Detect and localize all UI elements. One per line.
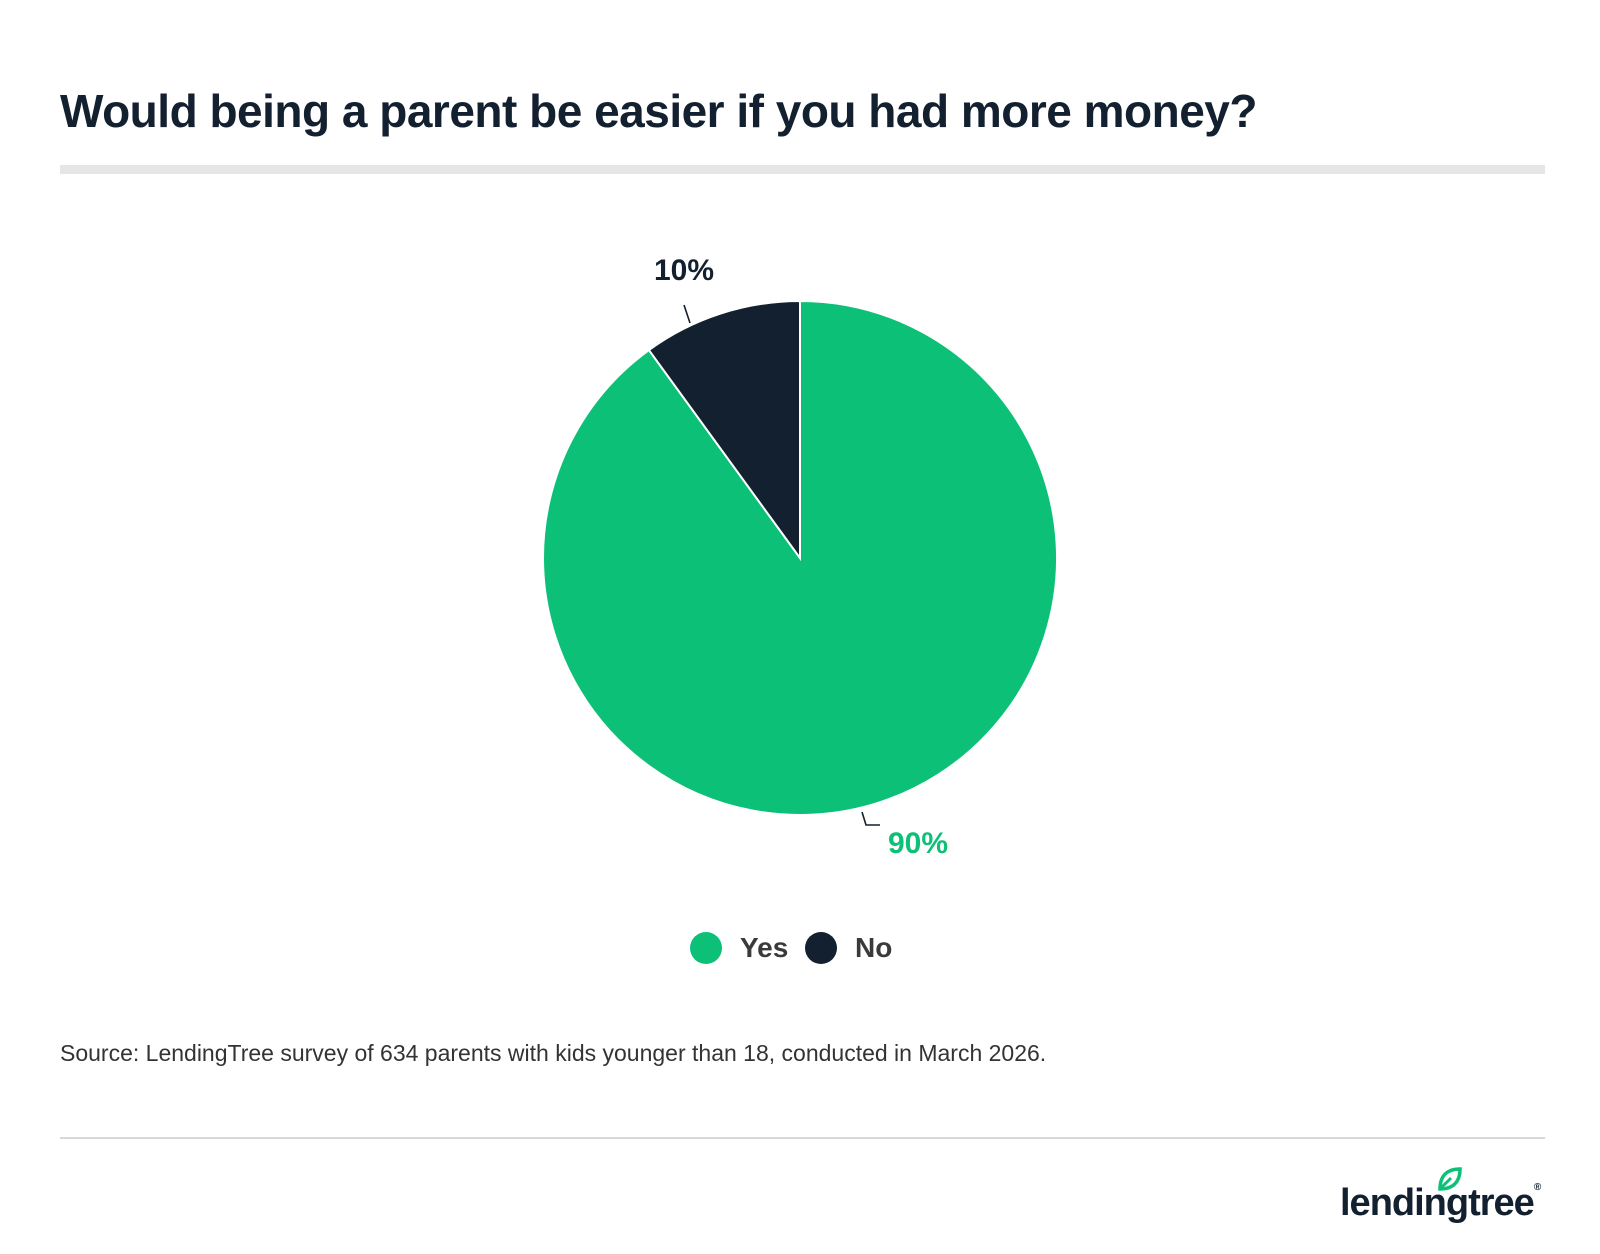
- pie-slice-no: [647, 299, 801, 562]
- legend-swatch-yes: [690, 932, 722, 964]
- pie-slice-yes: [542, 299, 1058, 816]
- source-note: Source: LendingTree survey of 634 parent…: [60, 1040, 1047, 1066]
- logo-wordmark: lendingtree®: [1340, 1182, 1541, 1224]
- leader-line-yes: [861, 811, 880, 826]
- chart-title: Would being a parent be easier if you ha…: [60, 85, 1258, 137]
- legend-item-yes: Yes: [690, 926, 788, 970]
- legend-label-yes: Yes: [740, 932, 789, 963]
- pie-labels: 90% 10%: [654, 254, 948, 860]
- pie-slices: [542, 299, 1058, 816]
- title-divider: [60, 165, 1545, 174]
- legend-swatch-no: [805, 932, 837, 964]
- footer-divider: [60, 1137, 1545, 1139]
- leader-line-no: [683, 304, 691, 324]
- legend-label-no: No: [855, 932, 893, 963]
- data-label-yes: 90%: [888, 827, 948, 860]
- legend-item-no: No: [805, 926, 892, 970]
- leaf-icon: [1438, 1167, 1462, 1191]
- lendingtree-logo: lendingtree®: [1340, 1166, 1550, 1230]
- data-label-no: 10%: [654, 254, 714, 287]
- legend: Yes No: [0, 926, 1600, 970]
